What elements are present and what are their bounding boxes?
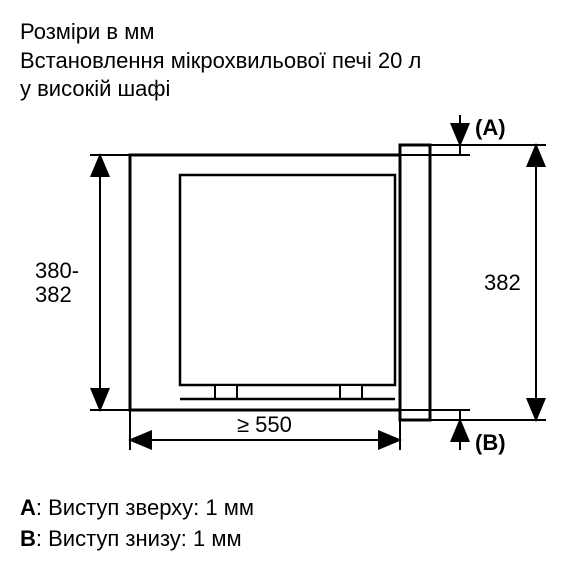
footer-block: A: Виступ зверху: 1 мм B: Виступ знизу: … (20, 493, 254, 555)
footer-a: A: Виступ зверху: 1 мм (20, 493, 254, 524)
footer-a-text: : Виступ зверху: 1 мм (36, 495, 254, 520)
oven-foot-right (340, 385, 362, 399)
footer-b-text: : Виступ знизу: 1 мм (36, 526, 242, 551)
dim-left-text: 380- (35, 258, 79, 283)
dim-bottom-text: ≥ 550 (237, 412, 292, 437)
footer-b: B: Виступ знизу: 1 мм (20, 524, 254, 555)
front-frame (400, 145, 430, 420)
label-b: (B) (475, 430, 506, 455)
svg-text:382: 382 (35, 282, 72, 307)
label-a: (A) (475, 115, 506, 140)
footer-b-prefix: B (20, 526, 36, 551)
dim-right-text: 382 (484, 270, 521, 295)
oven-body (180, 175, 395, 385)
oven-foot-left (215, 385, 237, 399)
footer-a-prefix: A (20, 495, 36, 520)
cabinet-opening (130, 155, 400, 410)
